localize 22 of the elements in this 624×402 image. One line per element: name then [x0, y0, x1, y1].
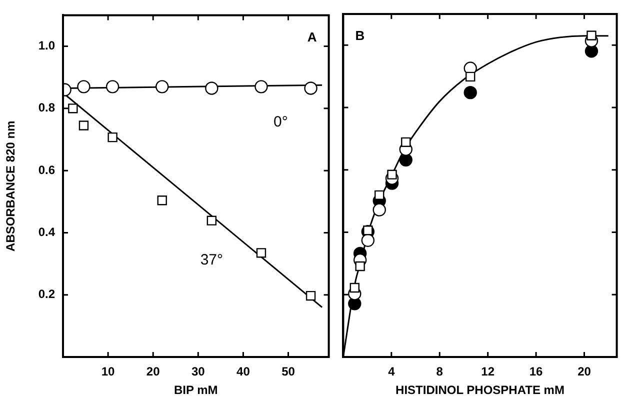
x-tick-label: 12: [481, 364, 495, 379]
y-tick-label: 0.6: [38, 162, 56, 177]
x-tick-label: 40: [236, 364, 250, 379]
annotation: A: [307, 29, 318, 44]
series-label: 37°: [200, 252, 224, 269]
x-axis-title: BIP mM: [174, 383, 218, 398]
x-tick-label: 30: [191, 364, 206, 379]
series-label: 0°: [273, 113, 288, 130]
y-tick-label: 1.0: [38, 38, 56, 53]
x-axis-title: HISTIDINOL PHOSPHATE mM: [396, 383, 564, 398]
x-tick-label: 4: [388, 364, 396, 379]
y-tick-label: 0.2: [38, 287, 56, 302]
y-tick-label: 0.8: [38, 100, 56, 115]
x-tick-label: 50: [282, 364, 296, 379]
x-tick-label: 8: [436, 364, 444, 379]
x-tick-label: 20: [578, 364, 592, 379]
y-axis-title: ABSORBANCE 820 nm: [4, 120, 18, 252]
x-tick-label: 10: [101, 364, 116, 379]
y-tick-label: 0.4: [38, 225, 56, 240]
annotation: B: [355, 28, 365, 44]
x-tick-label: 16: [529, 364, 544, 379]
x-tick-label: 20: [146, 364, 160, 379]
